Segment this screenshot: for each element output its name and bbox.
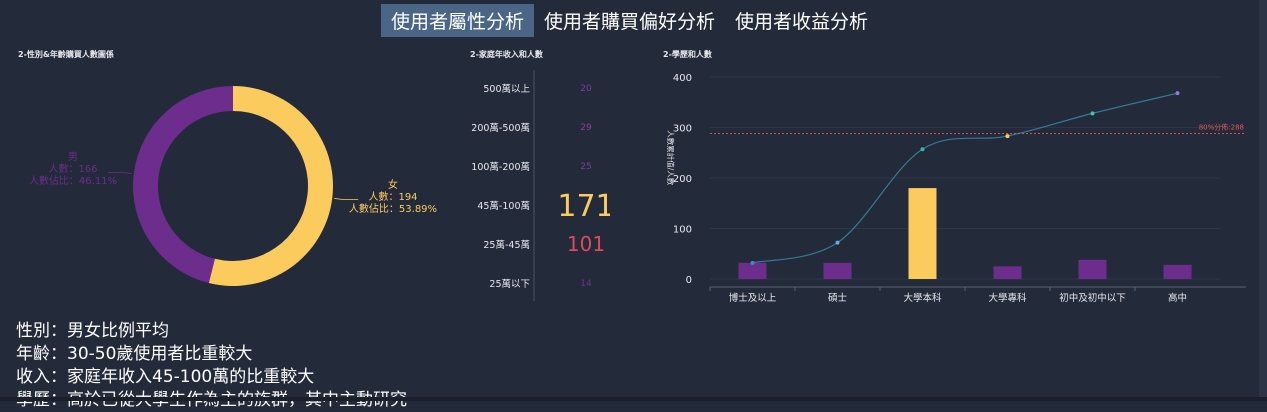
donut-slice-0[interactable] (208, 86, 333, 286)
edu-x-label-1: 碩士 (828, 292, 848, 304)
edu-x-label-2: 大學本科 (903, 292, 942, 304)
edu-line-point-3[interactable] (1005, 134, 1010, 139)
edu-bar-5[interactable] (1163, 264, 1192, 279)
summary-gender: 性別：男女比例平均 (16, 321, 169, 341)
edu-bar-2[interactable] (908, 188, 937, 279)
income-row-value-2: 25 (580, 162, 591, 172)
summary-income: 收入：家庭年收入45-100萬的比重較大 (16, 367, 315, 387)
donut-label-count-0: 人數：194 (368, 190, 417, 203)
donut-label-name-0: 女 (388, 178, 398, 191)
donut-leader-0 (334, 198, 359, 201)
edu-cumulative-line (752, 92, 1178, 264)
income-row-value-3: 171 (557, 189, 610, 224)
edu-line-point-1[interactable] (835, 240, 840, 245)
education-panel-title: 2-學歷和人數 (663, 50, 712, 59)
edu-ylabel: 人數累計值/人數 (666, 130, 676, 186)
tab-user-revenue[interactable]: 使用者收益分析 (735, 11, 869, 33)
edu-ytick-0: 0 (686, 275, 692, 286)
edu-line-point-0[interactable] (750, 260, 755, 265)
donut-leader-1 (107, 171, 132, 174)
edu-ytick-4: 400 (673, 73, 692, 84)
edu-markline-label: 80%分佈:288 (1199, 123, 1244, 132)
right-scrollbar[interactable] (1259, 0, 1267, 401)
edu-ytick-2: 200 (673, 174, 692, 185)
education-bar-chart: 0 100 200 300 400 人數累計值/人數 80%分佈:288 博士及以上 碩士 大… (666, 73, 1246, 304)
edu-ytick-1: 100 (673, 225, 692, 236)
income-row-value-1: 29 (580, 123, 592, 133)
bottom-bar (0, 397, 1267, 401)
gender-panel-title: 2-性別&年齡購買人數圖係 (18, 50, 114, 59)
income-row-label-5: 25萬以下 (489, 278, 530, 290)
donut-label-count-1: 人數：166 (48, 162, 97, 175)
income-row-label-3: 45萬-100萬 (477, 200, 530, 212)
summary-age: 年齡：30-50歲使用者比重較大 (16, 344, 253, 364)
edu-bar-0[interactable] (738, 262, 767, 279)
income-row-label-4: 25萬-45萬 (483, 239, 530, 251)
income-row-value-0: 20 (580, 84, 592, 94)
edu-bar-1[interactable] (823, 262, 852, 279)
income-row-value-4: 101 (567, 232, 605, 256)
income-table: 500萬以上 20 200萬-500萬 29 100萬-200萬 25 45萬-100萬 17… (471, 70, 610, 301)
income-row-label-2: 100萬-200萬 (471, 161, 530, 173)
edu-x-label-0: 博士及以上 (729, 292, 777, 304)
edu-line-point-4[interactable] (1090, 111, 1095, 116)
edu-line-point-5[interactable] (1175, 91, 1180, 96)
donut-slice-1[interactable] (133, 86, 233, 284)
donut-label-percent-1: 人數佔比：46.11% (29, 174, 117, 187)
income-row-label-1: 200萬-500萬 (471, 122, 530, 134)
edu-line-point-2[interactable] (920, 147, 925, 152)
tab-user-attributes[interactable]: 使用者屬性分析 (380, 4, 534, 37)
edu-x-label-3: 大學專科 (988, 292, 1027, 304)
tab-purchase-preference[interactable]: 使用者購買偏好分析 (543, 11, 715, 33)
edu-ytick-3: 300 (673, 124, 692, 135)
tab-bar: 使用者屬性分析 使用者購買偏好分析 使用者收益分析 (0, 4, 1259, 37)
edu-x-label-4: 初中及初中以下 (1059, 292, 1126, 304)
edu-x-label-5: 高中 (1168, 292, 1187, 304)
income-row-label-0: 500萬以上 (483, 83, 530, 95)
edu-bar-4[interactable] (1078, 259, 1107, 279)
donut-label-percent-0: 人數佔比：53.89% (349, 202, 437, 215)
income-row-value-5: 14 (580, 279, 592, 289)
donut-label-name-1: 男 (68, 151, 78, 163)
income-panel-title: 2-家庭年收入和人數 (470, 50, 543, 59)
edu-bar-3[interactable] (993, 266, 1022, 279)
